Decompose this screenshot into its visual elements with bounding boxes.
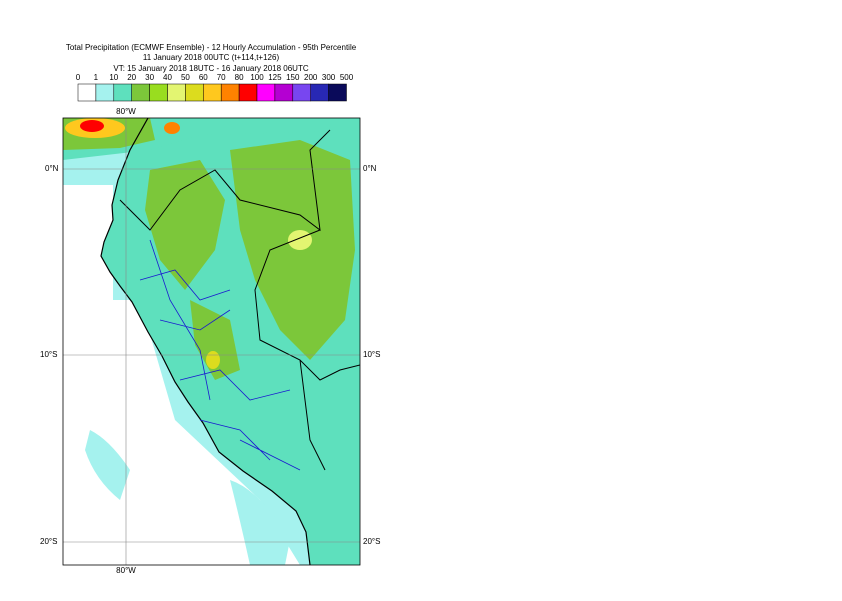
graticule <box>62 117 361 566</box>
precip-area <box>230 140 355 360</box>
precip-area <box>145 160 225 290</box>
colorbar-label: 30 <box>145 73 154 82</box>
colorbar-label: 150 <box>286 73 300 82</box>
precip-area <box>190 300 240 380</box>
colorbar-label: 100 <box>250 73 264 82</box>
colorbar-swatch <box>185 83 204 102</box>
colorbar-swatch <box>238 83 258 102</box>
colorbar-label: 50 <box>181 73 190 82</box>
colorbar-swatch <box>167 83 186 102</box>
colorbar-swatch <box>149 83 168 102</box>
graticule-labels: 0°N 0°N 10°S 10°S 20°S 20°S 80°W 80°W <box>40 107 380 575</box>
title-line: Total Precipitation (ECMWF Ensemble) - 1… <box>66 43 357 52</box>
colorbar-label: 40 <box>163 73 172 82</box>
lat-label: 20°S <box>40 537 57 546</box>
country-border <box>119 129 360 471</box>
colorbar-swatch <box>95 83 115 102</box>
colorbar-swatch <box>77 83 97 102</box>
lat-label: 0°N <box>363 164 377 173</box>
colorbar-swatch <box>131 83 150 102</box>
colorbar-label: 70 <box>217 73 226 82</box>
colorbar-swatch <box>328 83 347 102</box>
precip-area <box>85 430 130 500</box>
coastline <box>100 118 311 565</box>
colorbar-swatch <box>203 83 222 102</box>
lat-label: 0°N <box>45 164 59 173</box>
precip-area <box>288 230 312 250</box>
colorbar-swatch <box>292 83 311 102</box>
lat-label: 10°S <box>40 350 57 359</box>
precip-area <box>206 351 220 369</box>
lat-label: 10°S <box>363 350 380 359</box>
lon-label: 80°W <box>116 566 136 575</box>
region-border <box>139 239 301 471</box>
title-line: VT: 15 January 2018 18UTC - 16 January 2… <box>113 64 308 73</box>
lat-label: 20°S <box>363 537 380 546</box>
colorbar-label: 60 <box>199 73 208 82</box>
colorbar-label: 20 <box>127 73 136 82</box>
colorbar-label: 80 <box>235 73 244 82</box>
colorbar-label: 300 <box>322 73 336 82</box>
colorbar-swatch <box>113 83 132 102</box>
colorbar-label: 1 <box>94 73 99 82</box>
map <box>63 118 360 565</box>
header: Total Precipitation (ECMWF Ensemble) - 1… <box>66 43 357 73</box>
colorbar-swatch <box>310 83 329 102</box>
colorbar-label: 200 <box>304 73 318 82</box>
precip-area <box>164 122 180 134</box>
colorbar-label: 10 <box>109 73 118 82</box>
map-frame <box>62 117 361 566</box>
colorbar-label: 0 <box>76 73 81 82</box>
colorbar-swatch <box>220 83 240 102</box>
precip-area <box>80 120 104 132</box>
colorbar: 0 1 10 20 30 40 50 60 70 80 100 125 150 200 300 500 <box>76 73 354 102</box>
colorbar-label: 125 <box>268 73 282 82</box>
lon-label: 80°W <box>116 107 136 116</box>
title-line: 11 January 2018 00UTC (t+114,t+126) <box>143 53 280 62</box>
colorbar-swatch <box>274 83 294 102</box>
precip-area <box>230 480 290 565</box>
colorbar-swatch <box>256 83 276 102</box>
colorbar-label: 500 <box>340 73 354 82</box>
